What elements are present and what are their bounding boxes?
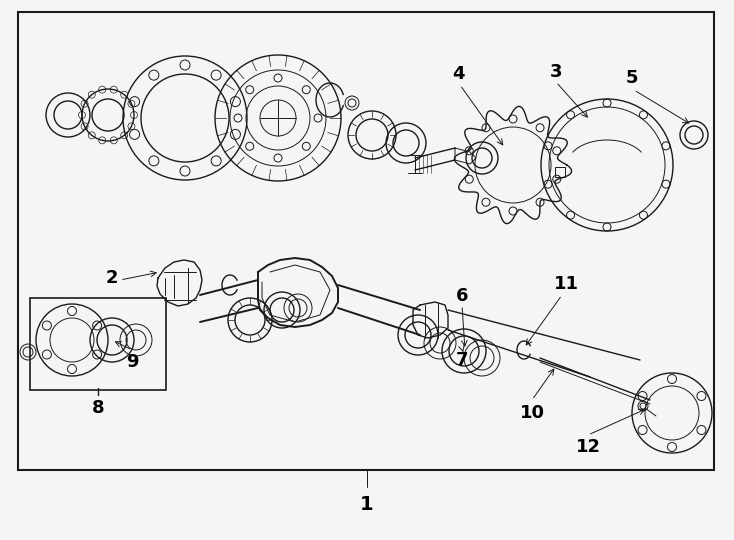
Bar	[555, 167, 565, 177]
Text: 12: 12	[575, 438, 600, 456]
Text: 8: 8	[92, 399, 104, 417]
Bar	[18, 12, 714, 470]
Text: 11: 11	[553, 275, 578, 293]
Bar	[30, 298, 166, 390]
Text: 3: 3	[550, 63, 562, 81]
Text: 6: 6	[456, 287, 468, 305]
Text: 2: 2	[106, 269, 118, 287]
Text: 4: 4	[451, 65, 464, 83]
Text: 9: 9	[126, 353, 138, 371]
Text: 7: 7	[456, 351, 468, 369]
Text: 1: 1	[360, 496, 374, 515]
Text: 5: 5	[626, 69, 639, 87]
Text: 10: 10	[520, 404, 545, 422]
